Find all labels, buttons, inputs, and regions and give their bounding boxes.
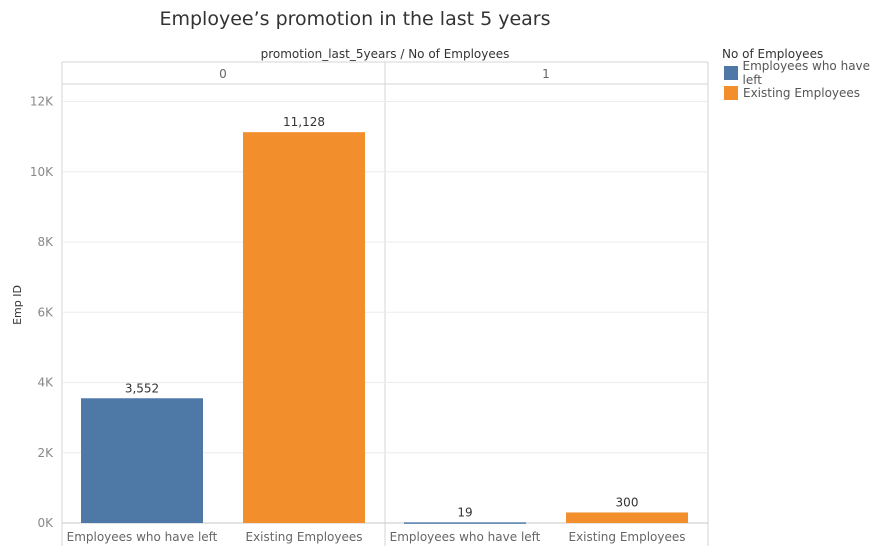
y-tick-label: 12K (30, 95, 54, 109)
chart-title: Employee’s promotion in the last 5 years (159, 8, 551, 30)
x-tick-label: Employees who have left (67, 530, 218, 544)
x-tick-label: Existing Employees (568, 530, 685, 544)
y-tick-label: 0K (37, 516, 54, 530)
bar-value-label: 300 (616, 495, 639, 509)
bar (243, 132, 365, 524)
bar-value-label: 3,552 (125, 381, 159, 395)
bar-value-label: 11,128 (283, 115, 325, 129)
legend-title: No of Employees (722, 47, 824, 61)
y-tick-label: 2K (37, 446, 54, 460)
column-header: promotion_last_5years / No of Employees (261, 47, 510, 61)
x-tick-label: Existing Employees (245, 530, 362, 544)
y-axis-label: Emp ID (11, 285, 24, 325)
panel-header-1: 1 (542, 67, 550, 81)
legend-label: Existing Employees (743, 86, 861, 100)
legend-item[interactable]: Existing Employees (724, 86, 860, 100)
bar (404, 522, 526, 524)
legend-swatch (724, 66, 738, 80)
bar (566, 512, 688, 523)
y-tick-label: 8K (37, 235, 54, 249)
y-tick-label: 6K (37, 305, 54, 319)
y-tick-label: 10K (30, 165, 54, 179)
y-tick-label: 4K (37, 376, 54, 390)
bar-value-label: 19 (457, 505, 472, 519)
bar (81, 398, 203, 523)
legend-swatch (724, 86, 738, 100)
panel-header-0: 0 (219, 67, 227, 81)
x-tick-label: Employees who have left (390, 530, 541, 544)
legend-label: Employees who have left (742, 59, 871, 87)
legend-item[interactable]: Employees who have left (724, 59, 888, 87)
